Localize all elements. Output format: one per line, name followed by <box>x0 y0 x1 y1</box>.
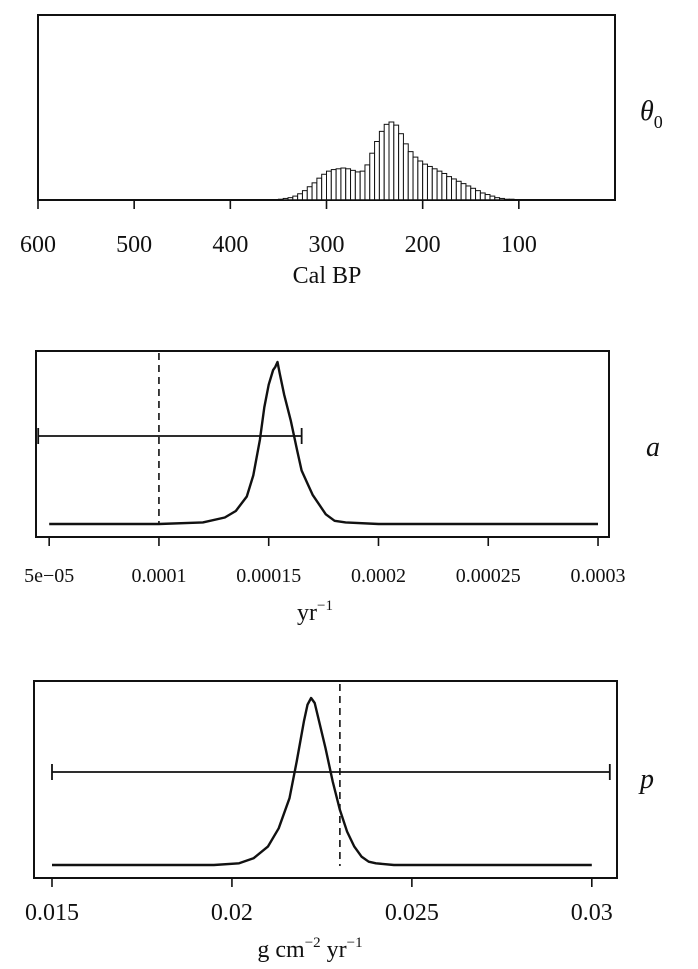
theta0-x-tick-label: 400 <box>212 232 248 258</box>
theta0-histogram-bar <box>451 178 457 201</box>
a-x-axis-unit: yr <box>297 600 317 626</box>
theta0-histogram-bar <box>340 167 347 201</box>
theta0-histogram-bar <box>436 170 443 201</box>
a-x-ticks: 5e−05 0.0001 0.00015 0.0002 0.00025 0.0003 <box>24 537 626 587</box>
theta0-histogram-bar <box>398 133 404 201</box>
a-plot-frame <box>35 350 610 538</box>
a-param-label: a <box>646 432 660 463</box>
p-x-tick-label: 0.015 <box>25 900 79 926</box>
a-interval-bar <box>37 428 303 444</box>
p-x-axis-unit-exponent-2: −1 <box>347 935 363 951</box>
a-x-tick-label: 0.0003 <box>571 565 626 587</box>
a-x-tick-label: 0.00015 <box>236 565 301 587</box>
p-param-label: p <box>638 764 654 795</box>
theta0-x-tick-label: 200 <box>405 232 441 258</box>
p-density-curve <box>52 696 592 867</box>
theta0-param-label: θ0 <box>640 96 663 132</box>
theta0-x-ticks: 600 500 400 300 200 100 <box>20 200 537 258</box>
theta0-histogram-bar <box>364 164 371 201</box>
theta0-histogram-bar <box>393 124 400 201</box>
a-x-axis-title: yr−1 <box>297 598 333 626</box>
theta0-histogram-bar <box>350 169 356 201</box>
a-panel: 5e−05 0.0001 0.00015 0.0002 0.00025 0.0003 yr… <box>24 350 660 626</box>
p-x-tick-label: 0.025 <box>385 900 439 926</box>
theta0-histogram-bar <box>297 193 303 201</box>
p-x-axis-title: g cm−2 yr−1 <box>257 935 362 963</box>
a-x-tick-label: 5e−05 <box>24 565 74 587</box>
theta0-histogram-bars <box>277 121 534 201</box>
a-density-curve <box>49 360 598 526</box>
theta0-histogram-bar <box>345 168 352 201</box>
theta0-histogram-bar <box>470 187 477 201</box>
theta0-x-tick-label: 100 <box>501 232 537 258</box>
a-x-tick-label: 0.00025 <box>456 565 521 587</box>
theta0-x-tick-label: 600 <box>20 232 56 258</box>
theta0-histogram-bar <box>321 173 328 201</box>
theta0-histogram-bar <box>426 165 433 201</box>
theta0-histogram-bar <box>402 143 409 201</box>
theta0-param-subscript: 0 <box>654 112 663 132</box>
theta0-histogram-bar <box>359 170 366 201</box>
theta0-histogram-bar <box>335 168 342 201</box>
theta0-histogram-bar <box>484 194 491 201</box>
p-x-axis-unit-yr: yr <box>321 937 347 963</box>
theta0-x-axis-title: Cal BP <box>293 263 362 289</box>
theta0-histogram-bar <box>383 123 390 201</box>
theta0-histogram-bar <box>316 177 323 201</box>
theta0-panel: 600 500 400 300 200 100 Cal BP θ0 <box>20 14 663 289</box>
theta0-histogram-bar <box>311 182 318 201</box>
theta0-histogram-bar <box>460 183 467 201</box>
a-x-axis-unit-exponent: −1 <box>317 598 333 614</box>
theta0-histogram-bar <box>326 170 332 201</box>
theta0-x-tick-label: 500 <box>116 232 152 258</box>
p-x-ticks: 0.015 0.02 0.025 0.03 <box>25 878 613 926</box>
theta0-histogram-bar <box>465 185 472 201</box>
theta0-histogram-bar <box>441 172 448 201</box>
a-x-tick-label: 0.0001 <box>131 565 186 587</box>
theta0-histogram-bar <box>378 130 385 201</box>
theta0-histogram-bar <box>369 152 376 201</box>
a-x-tick-label: 0.0002 <box>351 565 406 587</box>
p-plot-frame <box>33 680 618 879</box>
p-panel: 0.015 0.02 0.025 0.03 g cm−2 yr−1 p <box>25 680 654 963</box>
theta0-histogram-bar <box>417 160 424 201</box>
theta0-histogram-bar <box>479 192 486 201</box>
theta0-param-symbol: θ <box>640 96 654 127</box>
theta0-histogram-bar <box>374 141 380 201</box>
theta0-histogram-bar <box>388 121 395 201</box>
theta0-histogram-bar <box>407 151 414 201</box>
p-x-tick-label: 0.02 <box>211 900 253 926</box>
p-x-tick-label: 0.03 <box>571 900 613 926</box>
theta0-histogram-bar <box>431 168 438 201</box>
p-x-axis-unit-exponent-1: −2 <box>305 935 321 951</box>
theta0-x-tick-label: 300 <box>309 232 345 258</box>
theta0-histogram-bar <box>412 156 419 201</box>
theta0-histogram-bar <box>446 176 453 201</box>
theta0-histogram-bar <box>306 186 313 201</box>
theta0-histogram-bar <box>455 180 462 201</box>
theta0-histogram-bar <box>330 169 337 201</box>
theta0-histogram-bar <box>475 190 481 201</box>
theta0-histogram-bar <box>301 190 308 201</box>
theta0-histogram-bar <box>354 171 361 201</box>
theta0-histogram-bar <box>422 163 428 201</box>
p-x-axis-unit-g-cm: g cm <box>257 937 305 963</box>
